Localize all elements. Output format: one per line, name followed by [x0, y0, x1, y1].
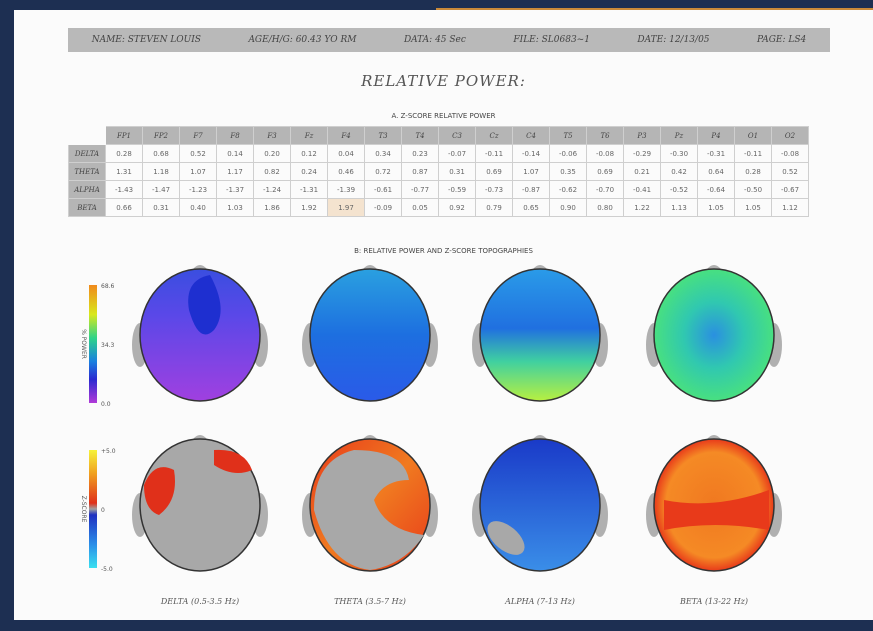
head-map	[309, 268, 431, 402]
colorbar-tick: -5.0	[101, 566, 113, 573]
colorbar-tick: 34.3	[101, 342, 115, 349]
header-field: FILE: SL0683~1	[513, 35, 590, 45]
topographies: 68.6 34.3 0.0 % POWER +5.0 0 -5.0 Z-SCORE DELTA …	[80, 265, 782, 606]
header-field: DATA: 45 Sec	[403, 35, 466, 45]
value-cell: 0.90	[549, 198, 587, 217]
colorbar-tick: 0.0	[101, 401, 111, 408]
title: RELATIVE POWER:	[361, 72, 526, 90]
head-map	[479, 268, 601, 402]
colorbar-label: % POWER	[80, 329, 87, 359]
value-cell: 1.97	[327, 198, 365, 217]
map-region	[314, 450, 424, 570]
column-header: F4	[327, 126, 365, 145]
column-header: T4	[401, 126, 439, 145]
colorbar-tick: +5.0	[101, 448, 116, 455]
map-region	[188, 275, 221, 335]
map-region	[214, 449, 252, 474]
head-map	[139, 268, 261, 402]
map-region	[144, 467, 175, 515]
band-label: BETA (13-22 Hz)	[679, 597, 748, 606]
colorbar-label: Z-SCORE	[80, 496, 87, 523]
band-label: THETA (3.5-7 Hz)	[334, 597, 406, 606]
band-label: ALPHA (7-13 Hz)	[504, 597, 575, 606]
value-cell: 0.66	[105, 198, 143, 217]
colorbar-tick: 68.6	[101, 283, 115, 290]
header-field: AGE/H/G: 60.43 YO RM	[248, 35, 357, 45]
map-region	[664, 490, 769, 530]
column-header: FP1	[105, 126, 143, 145]
header-field: PAGE: LS4	[756, 35, 807, 45]
map-region	[487, 521, 525, 555]
table-row: ALPHA -1.43 -1.47 -1.23 -1.37 -1.24 -1.31 -1.39…	[68, 180, 809, 199]
column-header: FP2	[142, 126, 180, 145]
head-map	[653, 268, 775, 402]
report-page: NAME: STEVEN LOUIS AGE/H/G: 60.43 YO RM DA…	[14, 10, 873, 620]
column-header: Fz	[290, 126, 328, 145]
head-map	[479, 438, 601, 572]
header-bar: NAME: STEVEN LOUIS AGE/H/G: 60.43 YO RM DA…	[68, 28, 830, 52]
top-border	[436, 8, 873, 10]
value-cell: 1.03	[216, 198, 254, 217]
header-field: NAME: STEVEN LOUIS	[91, 35, 201, 45]
topo-caption: B: RELATIVE POWER AND Z-SCORE TOPOGRAPHI…	[354, 247, 533, 255]
column-header: P4	[697, 126, 735, 145]
band-label: DELTA (0.5-3.5 Hz)	[160, 597, 239, 606]
colorbar-tick: 0	[101, 507, 105, 514]
column-header: Pz	[660, 126, 698, 145]
column-header: F8	[216, 126, 254, 145]
header-field: DATE: 12/13/05	[637, 35, 710, 45]
colorbar	[89, 450, 97, 568]
table-row: BETA 0.66 0.31 0.40 1.03 1.86 1.92 1.97 -0.09 0.0…	[68, 198, 809, 217]
column-header: O1	[734, 126, 772, 145]
value-cell: 1.12	[771, 198, 809, 217]
column-header: C4	[512, 126, 550, 145]
column-header: T6	[586, 126, 624, 145]
column-header: F3	[253, 126, 291, 145]
value-cell: 1.86	[253, 198, 291, 217]
row-label: BETA	[68, 198, 106, 217]
zscore-table: FP1 FP2 F7 F8 F3 Fz F4 T3 T4 C3 Cz C4 T5 T6 P3 Pz P4 O1 O2…	[68, 126, 809, 217]
table-caption: A. Z-SCORE RELATIVE POWER	[391, 112, 496, 120]
colorbar	[89, 285, 97, 403]
